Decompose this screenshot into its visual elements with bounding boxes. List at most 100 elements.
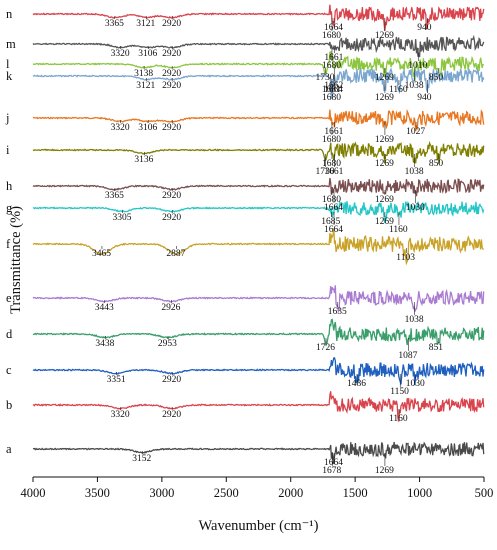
curve-label-m: m (6, 37, 16, 51)
peak-label-j-3106: 3106 (138, 123, 157, 133)
curve-label-b: b (6, 398, 12, 412)
peak-label-k-1681: 1681 (322, 85, 341, 95)
peak-label-i-1730: 1730 (316, 167, 335, 177)
peak-label-g-3305: 3305 (113, 213, 132, 223)
peak-label-h-2920: 2920 (162, 191, 181, 201)
peak-label-g-1664: 1664 (324, 225, 343, 235)
curve-label-j: j (5, 111, 9, 125)
spectrum-f (32, 228, 484, 266)
peak-label-m-1010: 1010 (408, 61, 427, 71)
spectrum-m (32, 34, 485, 58)
peak-label-j-1680: 1680 (322, 135, 341, 145)
x-tick-label-3500: 3500 (85, 486, 110, 500)
x-axis: 4000 3500 3000 2500 2000 1500 1000 500 (21, 476, 494, 500)
curve-label-g: g (6, 201, 13, 215)
y-axis-title: Transmittance (%) (8, 206, 24, 314)
peak-label-n-2920: 2920 (162, 19, 181, 29)
curve-label-h: h (6, 179, 13, 193)
curve-label-f: f (6, 237, 11, 251)
spectrum-e (32, 285, 485, 314)
peak-label-k-1160: 1160 (389, 85, 408, 95)
peak-label-k-2920: 2920 (162, 81, 181, 91)
peak-label-f-3465: 3465 (92, 249, 111, 259)
spectrum-h (32, 177, 485, 197)
peak-label-m-1680: 1680 (322, 61, 341, 71)
peak-label-k-940: 940 (417, 93, 432, 103)
peak-label-b-2920: 2920 (162, 410, 181, 420)
peak-label-i-1661: 1661 (324, 167, 343, 177)
peak-label-h-1664: 1664 (324, 203, 343, 213)
peak-label-n-1680: 1680 (322, 31, 341, 41)
peak-label-c-3351: 3351 (107, 375, 126, 385)
peak-label-c-2920: 2920 (162, 375, 181, 385)
peak-label-j-1027: 1027 (406, 127, 425, 137)
peak-label-f-1103: 1103 (396, 253, 415, 263)
peak-label-k-1269: 1269 (375, 93, 394, 103)
spectrum-k (32, 67, 485, 99)
spectrum-g (32, 200, 485, 224)
peak-label-h-1269: 1269 (375, 195, 394, 205)
peak-label-a-1678: 1678 (322, 466, 341, 476)
peak-label-c-1486: 1486 (347, 379, 366, 389)
peak-label-i-1269: 1269 (375, 159, 394, 169)
x-tick-label-1000: 1000 (407, 486, 432, 500)
x-tick-label-1500: 1500 (343, 486, 368, 500)
peak-label-i-850: 850 (429, 159, 444, 169)
peak-label-d-851: 851 (429, 343, 444, 353)
spectrum-i (32, 140, 485, 165)
peak-label-d-3438: 3438 (95, 339, 114, 349)
peak-label-d-1087: 1087 (398, 351, 417, 361)
curve-label-i: i (6, 143, 10, 157)
peak-label-c-1150: 1150 (390, 387, 409, 397)
spectrum-a (32, 441, 485, 465)
x-tick-label-2500: 2500 (214, 486, 239, 500)
spectrum-n (32, 4, 485, 31)
peak-label-m-3106: 3106 (138, 49, 157, 59)
peak-label-b-1160: 1160 (389, 414, 408, 424)
peak-label-l-2920: 2920 (162, 69, 181, 79)
peak-label-l-850: 850 (429, 73, 444, 83)
peak-label-e-1038: 1038 (405, 315, 424, 325)
curve-label-n: n (6, 7, 13, 21)
peak-label-m-3320: 3320 (111, 49, 130, 59)
curve-label-d: d (6, 327, 13, 341)
peak-label-i-3136: 3136 (134, 155, 153, 165)
peak-label-c-1030: 1030 (406, 379, 425, 389)
peak-label-h-1680: 1680 (322, 195, 341, 205)
peak-label-b-3320: 3320 (111, 410, 130, 420)
peak-label-n-1269: 1269 (375, 31, 394, 41)
peak-label-h-1030: 1030 (406, 203, 425, 213)
peak-label-m-1661: 1661 (324, 53, 343, 63)
peak-label-a-1664: 1664 (324, 458, 343, 468)
peak-label-e-2926: 2926 (161, 303, 180, 313)
spectrum-l (32, 51, 484, 82)
peak-label-l-1662: 1662 (324, 81, 343, 91)
peak-label-n-3365: 3365 (105, 19, 124, 29)
peak-label-j-3320: 3320 (111, 123, 130, 133)
peak-label-h-3365: 3365 (105, 191, 124, 201)
spectra-curves (32, 4, 485, 465)
x-tick-label-3000: 3000 (149, 486, 174, 500)
x-tick-label-500: 500 (475, 486, 494, 500)
peak-label-g-1685: 1685 (321, 217, 340, 227)
peak-label-k-1680: 1680 (322, 93, 341, 103)
peak-label-j-1269: 1269 (375, 135, 394, 145)
peak-label-n-940: 940 (417, 23, 432, 33)
spectrum-j (32, 108, 485, 131)
peak-label-a-3152: 3152 (132, 454, 151, 464)
peak-label-l-3138: 3138 (134, 69, 153, 79)
peak-label-a-1269: 1269 (375, 466, 394, 476)
peak-label-m-2920: 2920 (162, 49, 181, 59)
peak-label-l-1269: 1269 (375, 73, 394, 83)
peak-label-g-1269: 1269 (375, 217, 394, 227)
x-axis-title: Wavenumber (cm⁻¹) (199, 518, 319, 534)
peak-label-i-1680: 1680 (322, 159, 341, 169)
peak-label-j-2920: 2920 (162, 123, 181, 133)
peak-label-f-2887: 2887 (166, 249, 185, 259)
peak-label-g-1160: 1160 (389, 225, 408, 235)
x-tick-label-2000: 2000 (278, 486, 303, 500)
peak-label-i-1038: 1038 (405, 167, 424, 177)
peak-label-n-1664: 1664 (324, 23, 343, 33)
